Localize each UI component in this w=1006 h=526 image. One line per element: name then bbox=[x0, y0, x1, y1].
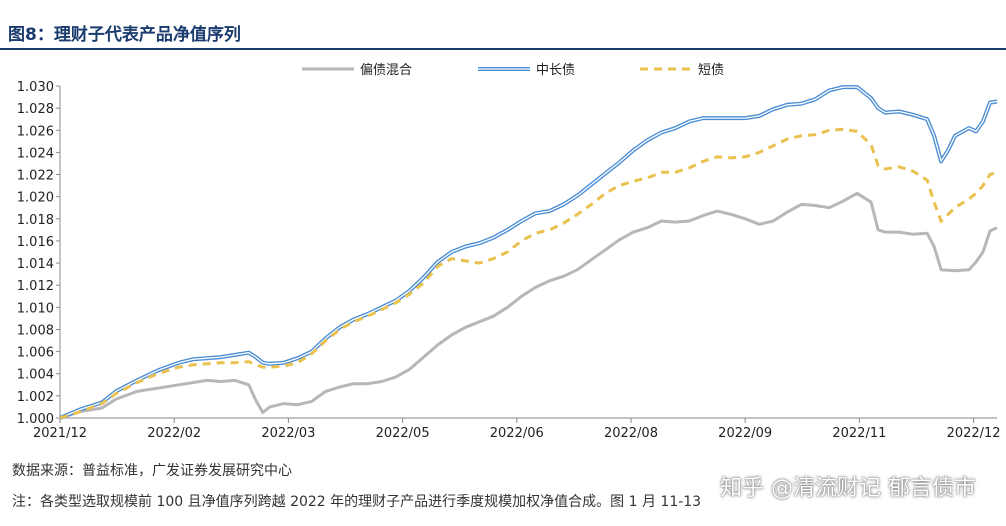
y-tick-label: 1.018 bbox=[17, 213, 54, 228]
x-axis: 2021/12 2022/02 2022/03 2022/05 2022/06 2022/… bbox=[33, 417, 1001, 441]
y-tick-label: 1.024 bbox=[17, 146, 54, 161]
series-line bbox=[59, 191, 998, 420]
y-tick-label: 1.002 bbox=[17, 390, 54, 405]
y-tick-label: 1.028 bbox=[17, 102, 54, 117]
footnote: 注：各类型选取规模前 100 且净值序列跨越 2022 年的理财子产品进行季度规… bbox=[12, 494, 702, 510]
legend-label: 短债 bbox=[698, 63, 724, 78]
x-tick-label: 2022/12 bbox=[947, 426, 1001, 441]
series-line-inner bbox=[59, 86, 998, 419]
y-tick-label: 1.000 bbox=[17, 412, 54, 427]
x-tick-label: 2022/09 bbox=[718, 426, 772, 441]
legend-label: 偏债混合 bbox=[360, 63, 412, 78]
series-line bbox=[59, 127, 998, 420]
y-tick-label: 1.014 bbox=[17, 257, 54, 272]
source-note: 数据来源：普益标准，广发证券发展研究中心 bbox=[12, 463, 292, 479]
y-tick-label: 1.004 bbox=[17, 368, 54, 383]
chart-legend: 偏债混合 中长债 短债 bbox=[302, 63, 724, 78]
x-tick-label: 2022/06 bbox=[490, 426, 544, 441]
x-tick-label: 2022/08 bbox=[604, 426, 658, 441]
x-tick-label: 2022/11 bbox=[832, 426, 886, 441]
y-tick-label: 1.006 bbox=[17, 346, 54, 361]
y-tick-label: 1.016 bbox=[17, 235, 54, 250]
x-tick-label: 2022/03 bbox=[261, 426, 315, 441]
line-chart: 偏债混合 中长债 短债 1.000 1.002 1.004 1.006 1.008 1.010… bbox=[17, 63, 1001, 441]
legend-label: 中长债 bbox=[536, 63, 575, 78]
figure-title: 图8：理财子代表产品净值序列 bbox=[8, 25, 241, 45]
title-rule bbox=[0, 48, 1006, 50]
y-tick-label: 1.008 bbox=[17, 323, 54, 338]
series-lines bbox=[59, 85, 998, 420]
series-line-outer bbox=[59, 85, 998, 420]
x-tick-label: 2022/05 bbox=[376, 426, 430, 441]
y-tick-label: 1.020 bbox=[17, 191, 54, 206]
watermark: 知乎 @清流财记 郁言债市 bbox=[720, 476, 976, 501]
y-tick-label: 1.022 bbox=[17, 169, 54, 184]
y-tick-label: 1.010 bbox=[17, 301, 54, 316]
y-tick-label: 1.012 bbox=[17, 279, 54, 294]
y-axis: 1.000 1.002 1.004 1.006 1.008 1.010 1.012 1.014… bbox=[17, 80, 61, 427]
y-tick-label: 1.030 bbox=[17, 80, 54, 95]
y-tick-label: 1.026 bbox=[17, 124, 54, 139]
x-tick-label: 2022/02 bbox=[147, 426, 201, 441]
x-tick-label: 2021/12 bbox=[33, 426, 87, 441]
